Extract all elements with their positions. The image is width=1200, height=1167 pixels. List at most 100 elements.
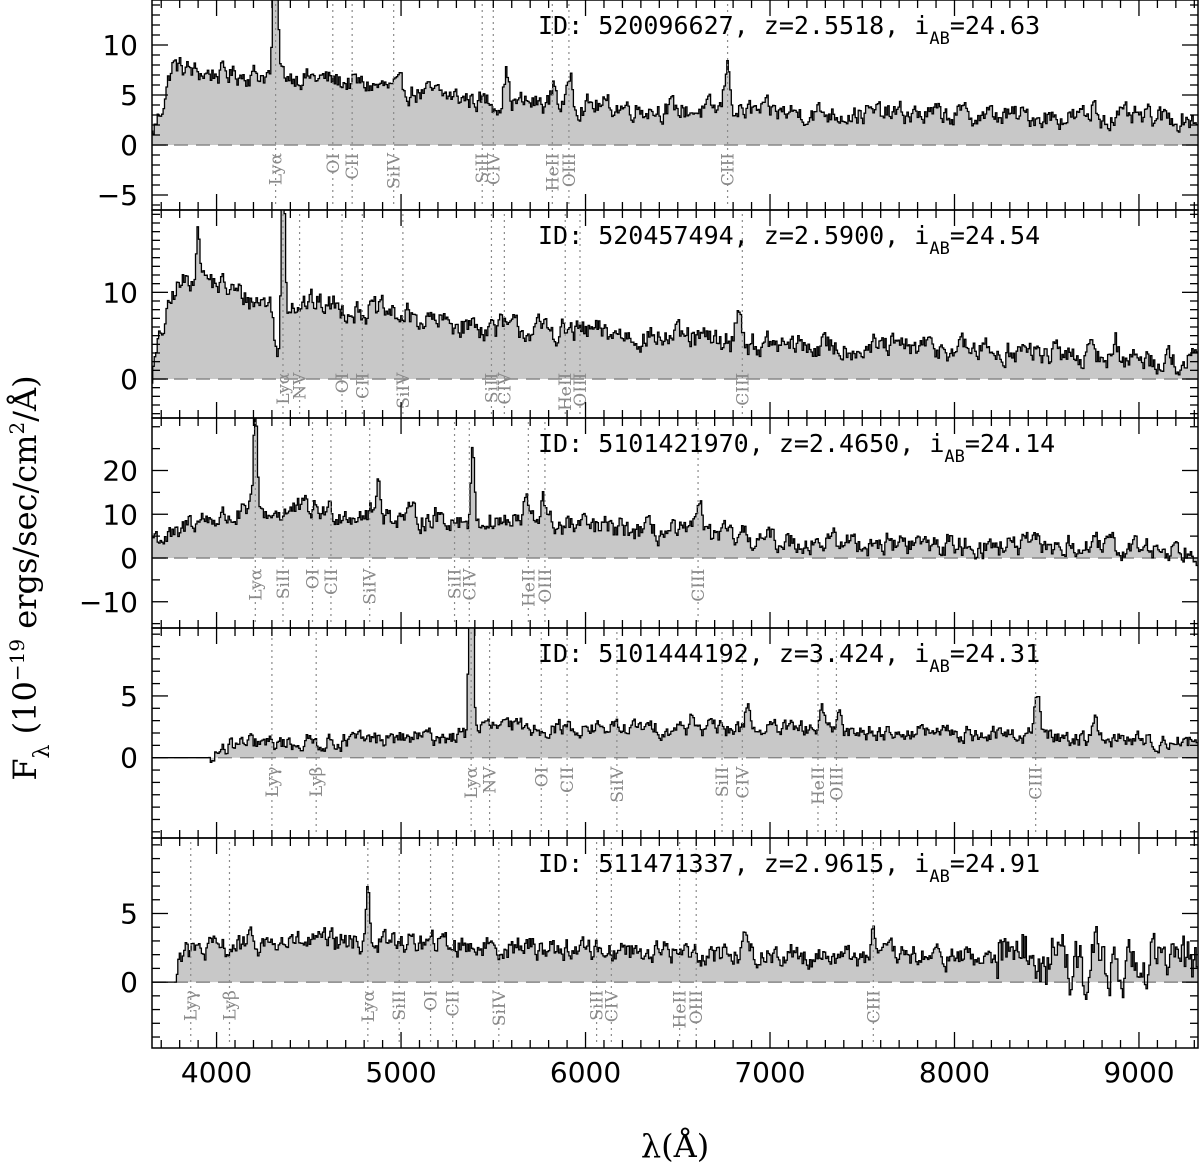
y-axis-title: Fλ (10−19 ergs/sec/cm2/Å) xyxy=(5,375,55,780)
y-axis-title-exponent: −19 xyxy=(5,639,29,681)
id-subscript: AB xyxy=(929,657,949,677)
y-tick-label: 0 xyxy=(120,966,138,999)
line-label: CIII xyxy=(1027,767,1047,800)
panel-plot-area xyxy=(152,210,1198,414)
y-axis-title-units: (10 xyxy=(6,681,44,744)
line-label: Lyα xyxy=(267,152,287,185)
line-label: HeII xyxy=(556,373,576,411)
y-tick-label: 20 xyxy=(102,455,138,488)
line-label: Lyα xyxy=(246,568,266,601)
y-axis-title-squared: 2 xyxy=(5,422,29,435)
id-text: ID: 520096627, z=2.5518, i xyxy=(538,11,929,40)
spectrum-fill xyxy=(152,418,1198,566)
id-magnitude: =24.91 xyxy=(950,849,1040,878)
line-label: NV xyxy=(481,766,501,794)
line-label: CIII xyxy=(719,153,739,186)
line-label: CIV xyxy=(495,372,515,405)
spectrum-line xyxy=(152,210,1198,384)
line-label: OI xyxy=(333,373,353,394)
line-label: CII xyxy=(444,990,464,1016)
line-label: Lyα xyxy=(274,372,294,405)
panel-frame xyxy=(151,837,1199,1049)
panel-plot-area xyxy=(152,628,1198,834)
id-text: ID: 511471337, z=2.9615, i xyxy=(538,849,929,878)
line-label: OI xyxy=(532,767,552,788)
y-tick-label: 5 xyxy=(120,79,138,112)
spectrum-id-label: ID: 511471337, z=2.9615, iAB=24.91 xyxy=(538,849,1040,887)
id-text: ID: 5101444192, z=3.424, i xyxy=(538,639,929,668)
line-label: OI xyxy=(422,990,442,1011)
spectrum-id-label: ID: 520457494, z=2.5900, iAB=24.54 xyxy=(538,221,1040,259)
y-tick-label: 0 xyxy=(120,363,138,396)
line-label: CII xyxy=(353,373,373,399)
line-label: Lyγ xyxy=(182,990,202,1021)
panel-plot-area xyxy=(152,842,1198,1044)
line-label: Lyα xyxy=(462,766,482,799)
line-label: OIII xyxy=(571,373,591,407)
line-label: OIII xyxy=(560,153,580,187)
line-label: HeII xyxy=(671,990,691,1028)
x-tick-label: 5000 xyxy=(365,1056,436,1089)
y-tick-label: 10 xyxy=(102,276,138,309)
spectrum-line xyxy=(152,628,1198,763)
x-tick-label: 7000 xyxy=(734,1056,805,1089)
line-label: CII xyxy=(343,153,363,179)
line-label: HeII xyxy=(543,153,563,191)
line-label: CIII xyxy=(864,990,884,1023)
y-tick-label: −5 xyxy=(97,179,138,212)
y-axis-title-rest: ergs/sec/cm xyxy=(6,434,44,638)
spectrum-line xyxy=(152,885,1198,1000)
y-tick-label: 0 xyxy=(120,542,138,575)
line-label: SiII xyxy=(482,373,502,404)
x-tick-label: 6000 xyxy=(550,1056,621,1089)
id-subscript: AB xyxy=(944,447,964,467)
line-label: CIV xyxy=(602,989,622,1022)
line-label: OI xyxy=(304,569,324,590)
spectrum-fill xyxy=(152,0,1198,145)
line-label: CIV xyxy=(733,766,753,799)
line-label: SiIV xyxy=(385,152,405,189)
id-magnitude: =24.63 xyxy=(950,11,1040,40)
x-tick-label: 8000 xyxy=(919,1056,990,1089)
line-label: CII xyxy=(558,767,578,793)
id-subscript: AB xyxy=(929,867,949,887)
line-label: SiIV xyxy=(608,766,628,803)
line-label: Lyα xyxy=(359,990,379,1023)
line-label: CII xyxy=(322,569,342,595)
spectrum-id-label: ID: 5101444192, z=3.424, iAB=24.31 xyxy=(538,639,1040,677)
x-tick-label: 9000 xyxy=(1103,1056,1174,1089)
spectrum-fill xyxy=(152,628,1198,763)
y-axis-title-symbol: F xyxy=(6,758,44,780)
spectrum-line xyxy=(152,0,1198,135)
line-label: CIV xyxy=(484,152,504,185)
panel-plot-area xyxy=(152,418,1198,624)
spectrum-id-label: ID: 5101421970, z=2.4650, iAB=24.14 xyxy=(538,429,1055,467)
line-label: HeII xyxy=(809,767,829,805)
line-label: SiIV xyxy=(394,372,414,409)
y-tick-label: 0 xyxy=(120,129,138,162)
id-magnitude: =24.54 xyxy=(950,221,1040,250)
line-label: SiIV xyxy=(361,568,381,605)
x-axis: 4000 5000 6000 7000 8000 9000 xyxy=(181,1056,1175,1089)
y-tick-label: 5 xyxy=(120,680,138,713)
line-label: CIV xyxy=(460,568,480,601)
y-axis-title-end: /Å) xyxy=(6,375,44,421)
line-label: HeII xyxy=(519,569,539,607)
id-magnitude: =24.14 xyxy=(965,429,1055,458)
spectrum-id-label: ID: 520096627, z=2.5518, iAB=24.63 xyxy=(538,11,1040,49)
line-label: SiII xyxy=(390,990,410,1021)
y-tick-label: 5 xyxy=(120,897,138,930)
id-magnitude: =24.31 xyxy=(950,639,1040,668)
y-tick-label: 0 xyxy=(120,742,138,775)
x-tick-label: 4000 xyxy=(181,1056,252,1089)
x-axis-title: λ(Å) xyxy=(641,1127,709,1165)
y-axis-title-subscript: λ xyxy=(30,744,55,758)
id-subscript: AB xyxy=(929,239,949,259)
y-tick-label: 10 xyxy=(102,29,138,62)
spectrum-fill xyxy=(152,210,1198,384)
